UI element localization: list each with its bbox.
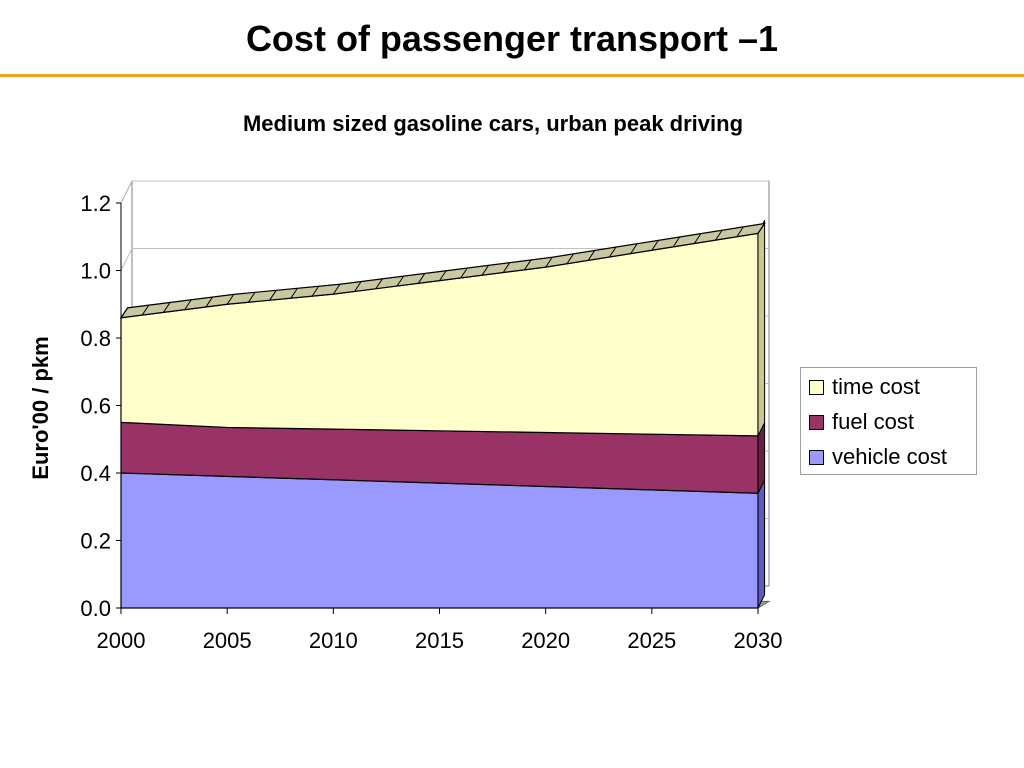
legend-item: vehicle cost (809, 443, 947, 471)
top-hatch (375, 278, 383, 290)
x-tick-label: 2015 (415, 628, 464, 653)
top-hatch (608, 246, 617, 258)
y-tick-label: 0.6 (80, 394, 111, 419)
legend-item: time cost (809, 373, 920, 401)
top-hatch (205, 296, 213, 308)
y-axis-label: Euro'00 / pkm (28, 336, 53, 479)
y-tick-label: 0.4 (80, 461, 111, 486)
top-hatch (247, 292, 256, 303)
top-hatch (141, 304, 150, 316)
title-divider (0, 74, 1024, 77)
top-hatch (439, 270, 447, 281)
top-hatch (460, 267, 468, 279)
side-time-cost (757, 219, 766, 437)
legend-label: fuel cost (832, 409, 914, 434)
side-vehicle-cost (757, 479, 766, 609)
top-hatch (630, 243, 638, 254)
slide-title: Cost of passenger transport –1 (245, 18, 779, 59)
legend-swatch (809, 449, 824, 465)
top-hatch (290, 287, 298, 299)
legend: time cost fuel cost vehicle cost (800, 367, 977, 475)
top-hatch (269, 290, 277, 301)
y-tick-label: 1.2 (80, 191, 111, 216)
top-hatch (545, 256, 553, 268)
x-tick-label: 2025 (627, 628, 676, 653)
x-tick-label: 2020 (521, 628, 570, 653)
top-hatch (354, 281, 362, 292)
legend-swatch (809, 414, 824, 430)
top-hatch (163, 302, 171, 313)
gridline-side (120, 180, 133, 204)
top-hatch (651, 240, 659, 251)
top-hatch (226, 294, 235, 305)
x-tick-label: 2005 (203, 628, 252, 653)
y-tick-label: 1.0 (80, 259, 111, 284)
legend-item: fuel cost (809, 408, 914, 436)
x-tick-label: 2010 (309, 628, 358, 653)
top-hatch (524, 259, 532, 271)
top-hatch (715, 229, 723, 241)
top-hatch (184, 299, 192, 310)
legend-label: time cost (832, 374, 921, 399)
area-vehicle-cost (120, 472, 759, 609)
y-tick-label: 0.0 (80, 596, 111, 621)
top-hatch (481, 265, 489, 276)
top-hatch (672, 236, 681, 248)
top-hatch (120, 307, 129, 319)
legend-swatch (809, 379, 824, 395)
x-tick-label: 2000 (97, 628, 146, 653)
top-hatch (566, 253, 574, 265)
legend-label: vehicle cost (832, 444, 947, 469)
y-tick-label: 0.2 (80, 529, 111, 554)
gridline-side (120, 248, 133, 271)
top-hatch (417, 273, 426, 284)
top-hatch (311, 285, 320, 297)
x-tick-label: 2030 (734, 628, 783, 653)
top-hatch (396, 275, 405, 287)
top-hatch (587, 250, 596, 261)
top-hatch (693, 233, 702, 244)
top-hatch (502, 262, 511, 273)
top-hatch (332, 283, 341, 295)
chart-title: Medium sized gasoline cars, urban peak d… (243, 111, 743, 136)
top-hatch (757, 223, 766, 234)
top-hatch (736, 226, 744, 238)
y-tick-label: 0.8 (80, 326, 111, 351)
